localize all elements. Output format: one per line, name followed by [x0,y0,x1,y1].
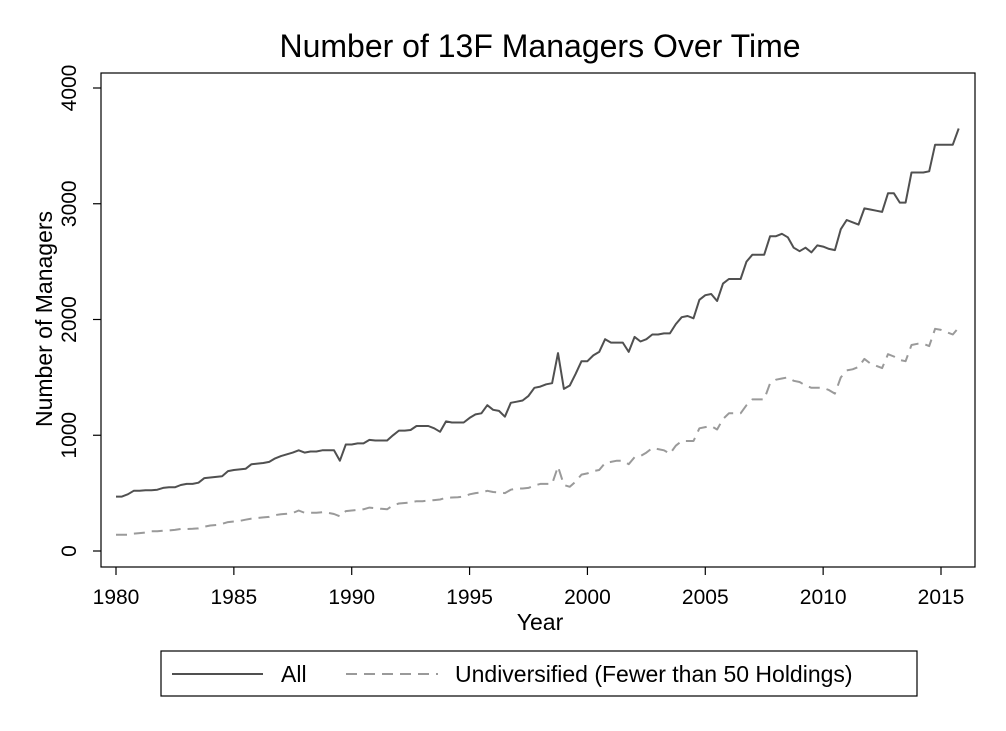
y-tick-label: 2000 [58,296,81,343]
x-tick-label: 2010 [800,586,847,609]
chart-title: Number of 13F Managers Over Time [279,28,800,64]
plot-frame [100,72,976,568]
y-tick-label: 1000 [58,412,81,459]
y-tick-label: 0 [58,545,81,557]
x-tick-label: 2000 [564,586,611,609]
series-line-all [116,128,960,498]
x-tick-label: 1995 [446,586,493,609]
legend: All Undiversified (Fewer than 50 Holding… [160,650,918,697]
legend-label-undiversified: Undiversified (Fewer than 50 Holdings) [455,661,853,687]
x-tick-label: 1990 [328,586,375,609]
y-axis-label: Number of Managers [31,211,57,427]
series-group [116,128,960,536]
legend-box [160,650,918,697]
legend-label-all: All [281,661,307,687]
x-axis: 1980 1985 1990 1995 2000 2005 2010 2015 [93,567,965,609]
series-line-undiversified [116,326,960,536]
x-tick-label: 1985 [210,586,257,609]
y-tick-label: 4000 [58,65,81,112]
x-tick-label: 2005 [682,586,729,609]
y-axis: 0 1000 2000 3000 4000 [58,65,101,557]
x-tick-label: 2015 [918,586,965,609]
x-axis-label: Year [517,609,564,635]
y-tick-label: 3000 [58,180,81,227]
x-tick-label: 1980 [93,586,140,609]
